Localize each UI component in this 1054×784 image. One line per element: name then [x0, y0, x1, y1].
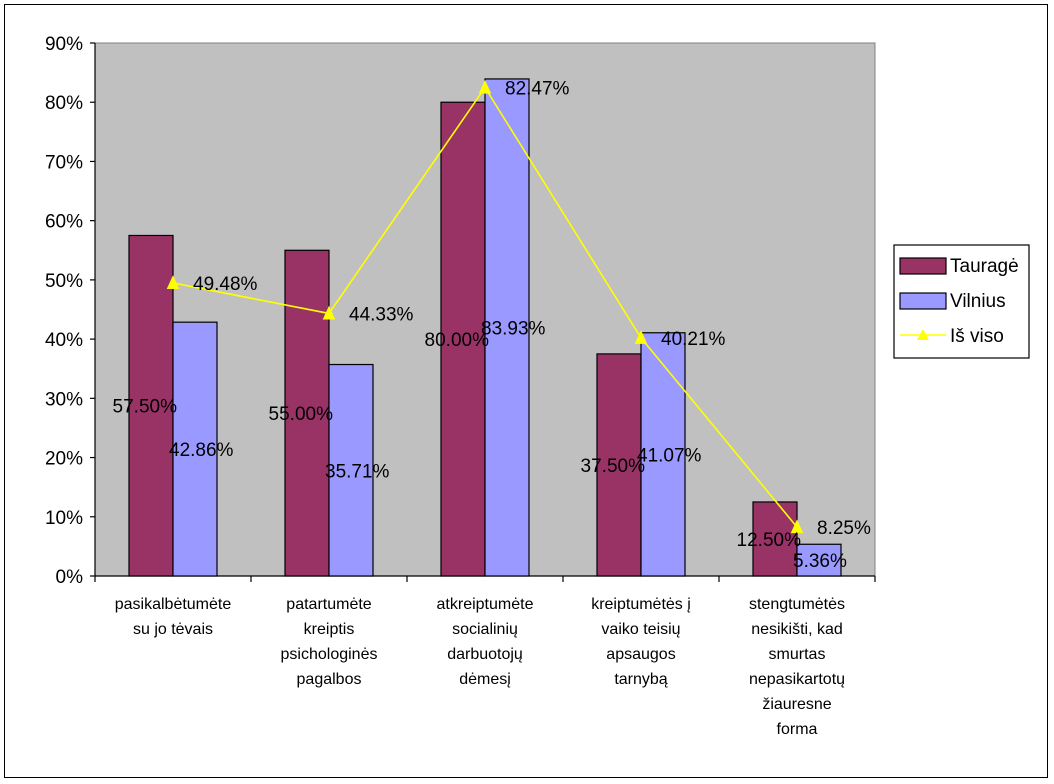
category-label-line: forma — [777, 721, 818, 738]
y-tick-label: 20% — [45, 449, 83, 470]
category-label-line: su jo tėvais — [133, 621, 213, 638]
legend: Tauragė Vilnius Iš viso — [893, 244, 1030, 359]
category-label-line: kreiptis — [304, 621, 355, 638]
category-label-line: patartumėte — [286, 596, 371, 613]
bar-vilnius — [640, 332, 686, 577]
data-label-vilnius: 42.86% — [169, 440, 234, 461]
bar-taurage — [596, 353, 642, 577]
bar-vilnius — [172, 321, 218, 577]
bar-taurage — [752, 501, 798, 577]
bars — [128, 78, 842, 577]
category-label: pasikalbėtumėte su jo tėvais — [115, 596, 232, 638]
total-point — [322, 305, 336, 320]
category-label-line: tarnybą — [614, 671, 667, 688]
y-tick-label: 80% — [45, 93, 83, 114]
legend-label: Iš viso — [950, 326, 1004, 347]
y-tick-label: 30% — [45, 389, 83, 410]
total-point — [790, 519, 804, 534]
y-tick-label: 50% — [45, 271, 83, 292]
category-label: atkreiptumėte socialinių darbuotojų dėmesį — [437, 596, 534, 688]
y-tick-label: 10% — [45, 508, 83, 529]
category-label-line: socialinių — [452, 621, 518, 638]
legend-label: Tauragė — [950, 256, 1019, 277]
category-label-line: smurtas — [769, 646, 826, 663]
category-label-line: pagalbos — [297, 671, 362, 688]
category-label: patartumėte kreiptis psichologinės pagalbos — [281, 596, 378, 688]
category-label-line: kreiptumėtės į — [591, 596, 691, 613]
total-point — [634, 330, 648, 344]
category-label-line: nepasikartotų — [749, 671, 845, 688]
data-label-total: 8.25% — [817, 518, 871, 539]
category-label: stengtumėtės nesikišti, kad smurtas nepasik… — [749, 596, 845, 738]
bar-vilnius — [484, 78, 530, 577]
total-point — [478, 79, 492, 94]
y-tick-label: 40% — [45, 330, 83, 351]
data-label-vilnius: 83.93% — [481, 318, 546, 339]
y-tick-label: 70% — [45, 152, 83, 173]
data-label-total: 44.33% — [349, 304, 414, 325]
bar-taurage — [284, 249, 330, 577]
data-label-taurage: 55.00% — [269, 404, 334, 425]
category-label-line: psichologinės — [281, 646, 378, 663]
category-labels: pasikalbėtumėte su jo tėvais patartumėte kr… — [115, 596, 845, 738]
data-label-taurage: 37.50% — [581, 456, 646, 477]
bar-vilnius — [796, 543, 842, 577]
total-line — [166, 79, 804, 534]
data-label-vilnius: 5.36% — [793, 551, 847, 572]
y-tick-label: 60% — [45, 212, 83, 233]
category-label-line: darbuotojų — [447, 646, 523, 663]
data-label-taurage: 80.00% — [425, 330, 490, 351]
category-label-line: atkreiptumėte — [437, 596, 534, 613]
data-label-vilnius: 35.71% — [325, 461, 390, 482]
data-label-taurage: 57.50% — [113, 397, 178, 418]
category-label-line: stengtumėtės — [749, 596, 845, 613]
category-label-line: apsaugos — [606, 646, 675, 663]
legend-swatch — [899, 257, 947, 275]
data-label-taurage: 12.50% — [737, 530, 802, 551]
category-label-line: dėmesį — [459, 671, 511, 688]
legend-swatch — [899, 292, 947, 310]
category-label-line: žiauresne — [762, 696, 831, 713]
total-point — [166, 275, 180, 289]
legend-label: Vilnius — [950, 291, 1006, 312]
category-label-line: nesikišti, kad — [751, 621, 843, 638]
data-label-total: 49.48% — [193, 274, 258, 295]
legend-marker — [917, 329, 929, 340]
data-label-vilnius: 41.07% — [637, 445, 702, 466]
category-label: kreiptumėtės į vaiko teisių apsaugos tarnyb… — [591, 596, 691, 688]
data-label-total: 82.47% — [505, 79, 570, 100]
y-tick-label: 90% — [45, 34, 83, 55]
bar-taurage — [440, 101, 486, 577]
y-tick-label: 0% — [56, 567, 84, 588]
data-labels: 57.50% 55.00% 80.00% 37.50% 12.50% 42.86% 35.7… — [113, 79, 871, 573]
data-label-total: 40.21% — [661, 329, 726, 350]
category-label-line: vaiko teisių — [601, 621, 680, 638]
bar-vilnius — [328, 363, 374, 577]
category-label-line: pasikalbėtumėte — [115, 596, 232, 613]
